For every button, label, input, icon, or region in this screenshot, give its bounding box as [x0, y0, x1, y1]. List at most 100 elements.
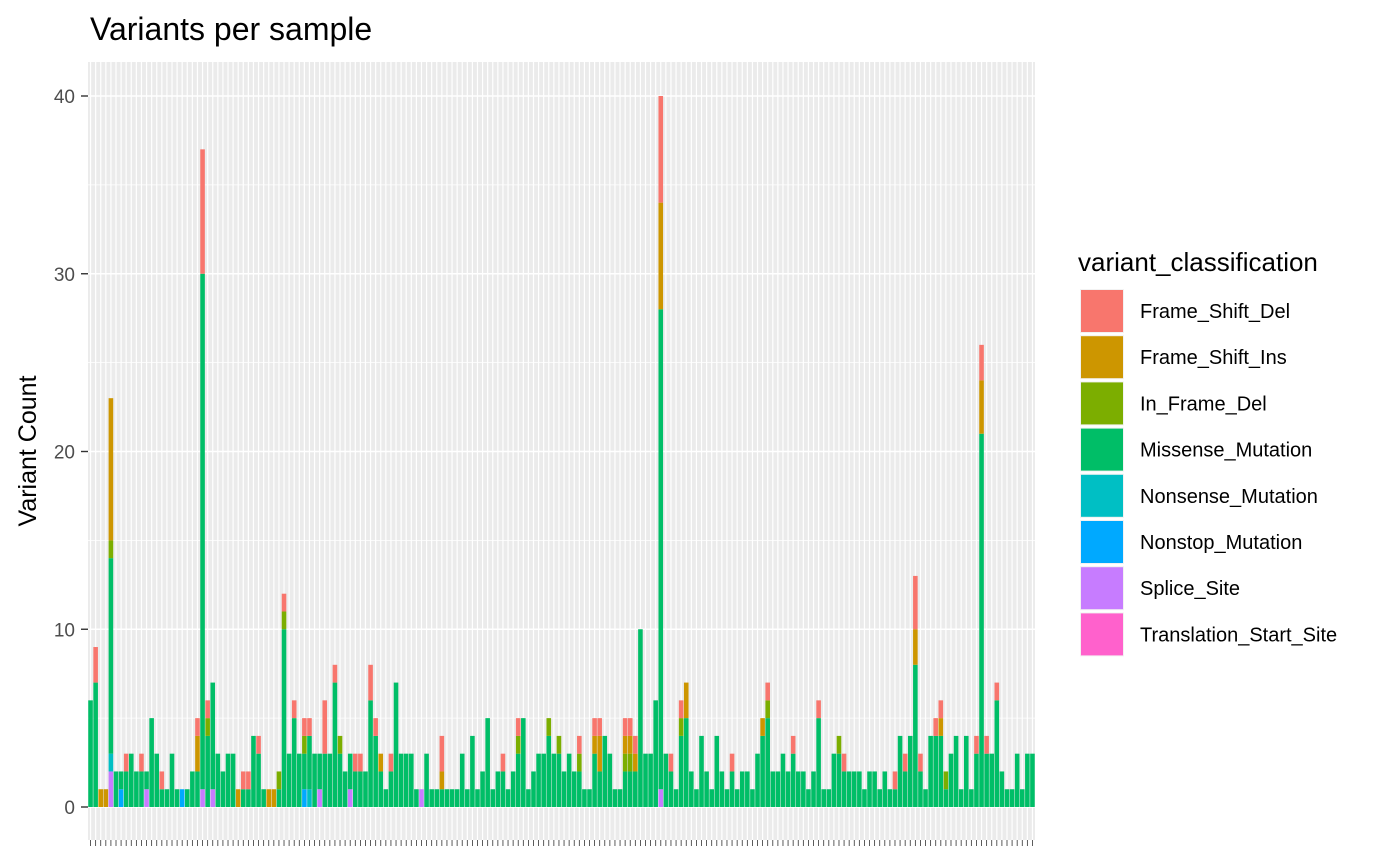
bar-segment — [439, 735, 445, 772]
bar-segment — [653, 700, 658, 807]
sample-bar — [93, 647, 98, 807]
sample-bar — [857, 771, 862, 807]
sample-bar — [241, 771, 246, 807]
bar-segment — [617, 789, 623, 807]
sample-bar — [459, 753, 465, 807]
bar-segment — [368, 664, 373, 701]
bar-segment — [459, 753, 465, 807]
sample-bar — [368, 664, 373, 807]
bar-segment — [429, 789, 434, 807]
sample-bar — [332, 664, 338, 807]
bar-segment — [633, 753, 638, 772]
bar-segment — [918, 771, 923, 807]
sample-bar — [597, 718, 602, 807]
sample-bar — [938, 700, 944, 807]
sample-bar — [785, 771, 791, 807]
sample-bar — [872, 771, 877, 807]
bar-segment — [658, 309, 664, 790]
bar-segment — [780, 753, 786, 807]
bar-segment — [938, 735, 944, 807]
sample-bar — [556, 735, 562, 807]
bar-segment — [938, 700, 944, 719]
bar-segment — [113, 771, 119, 807]
sample-bar — [933, 718, 939, 807]
legend-label: Splice_Site — [1140, 578, 1240, 600]
sample-bar — [795, 771, 801, 807]
sample-bar — [816, 700, 821, 808]
sample-bar — [561, 771, 567, 807]
bar-segment — [582, 789, 587, 807]
bar-segment — [220, 771, 226, 807]
bar-segment — [816, 718, 821, 808]
sample-bar — [393, 682, 399, 807]
bar-segment — [709, 789, 714, 807]
sample-bar — [633, 735, 638, 807]
sample-bar — [974, 735, 979, 807]
legend-swatch — [1081, 521, 1123, 563]
sample-bar — [826, 789, 832, 807]
bar-segment — [251, 735, 256, 807]
bar-segment — [907, 735, 913, 807]
bar-segment — [551, 753, 557, 807]
sample-bar — [184, 789, 190, 807]
bar-segment — [291, 700, 297, 719]
bar-segment — [373, 735, 378, 807]
bar-segment — [836, 753, 842, 807]
bar-segment — [88, 700, 93, 807]
bar-segment — [622, 753, 628, 772]
sample-bar — [307, 718, 312, 807]
sample-bar — [750, 789, 755, 807]
bar-segment — [673, 789, 679, 807]
bar-segment — [913, 664, 918, 807]
bar-segment — [790, 735, 796, 754]
bar-segment — [765, 700, 770, 719]
sample-bar — [913, 575, 918, 807]
bar-segment — [546, 718, 552, 736]
bar-segment — [342, 771, 348, 807]
sample-bar — [867, 771, 872, 807]
bar-segment — [383, 789, 389, 807]
sample-bar — [566, 753, 572, 807]
sample-bar — [790, 735, 796, 807]
sample-bar — [322, 700, 328, 807]
sample-bar — [480, 771, 485, 807]
sample-bar — [174, 789, 180, 807]
bar-segment — [1009, 789, 1015, 807]
bar-segment — [302, 789, 307, 807]
sample-bar — [536, 753, 541, 807]
bar-segment — [592, 753, 597, 807]
bar-segment — [938, 718, 944, 736]
bar-segment — [836, 735, 842, 754]
bar-segment — [347, 789, 353, 807]
sample-bar — [999, 771, 1005, 807]
bar-segment — [963, 735, 969, 807]
sample-bar — [668, 753, 674, 807]
bar-segment — [994, 700, 1000, 807]
sample-bar — [571, 771, 577, 807]
y-tick-label: 30 — [54, 265, 75, 286]
bar-segment — [241, 789, 246, 807]
bar-segment — [521, 718, 526, 808]
bar-segment — [612, 789, 618, 807]
legend-item: Frame_Shift_Del — [1080, 289, 1290, 333]
sample-bar — [317, 753, 322, 807]
sample-bar — [373, 718, 378, 807]
bar-segment — [913, 575, 918, 630]
bar-segment — [592, 735, 597, 754]
sample-bar — [439, 735, 445, 807]
bar-segment — [414, 789, 419, 807]
bar-segment — [948, 753, 954, 807]
sample-bar — [841, 753, 847, 807]
bar-segment — [302, 735, 307, 754]
sample-bar — [984, 735, 989, 807]
bar-segment — [98, 789, 104, 807]
bar-segment — [862, 789, 867, 807]
legend-swatch — [1081, 336, 1123, 379]
bar-segment — [93, 682, 98, 807]
sample-bar — [963, 735, 969, 807]
sample-bar — [98, 789, 104, 807]
bar-segment — [123, 753, 129, 772]
sample-bar — [943, 771, 949, 807]
bar-segment — [678, 735, 684, 807]
bar-segment — [729, 771, 735, 807]
